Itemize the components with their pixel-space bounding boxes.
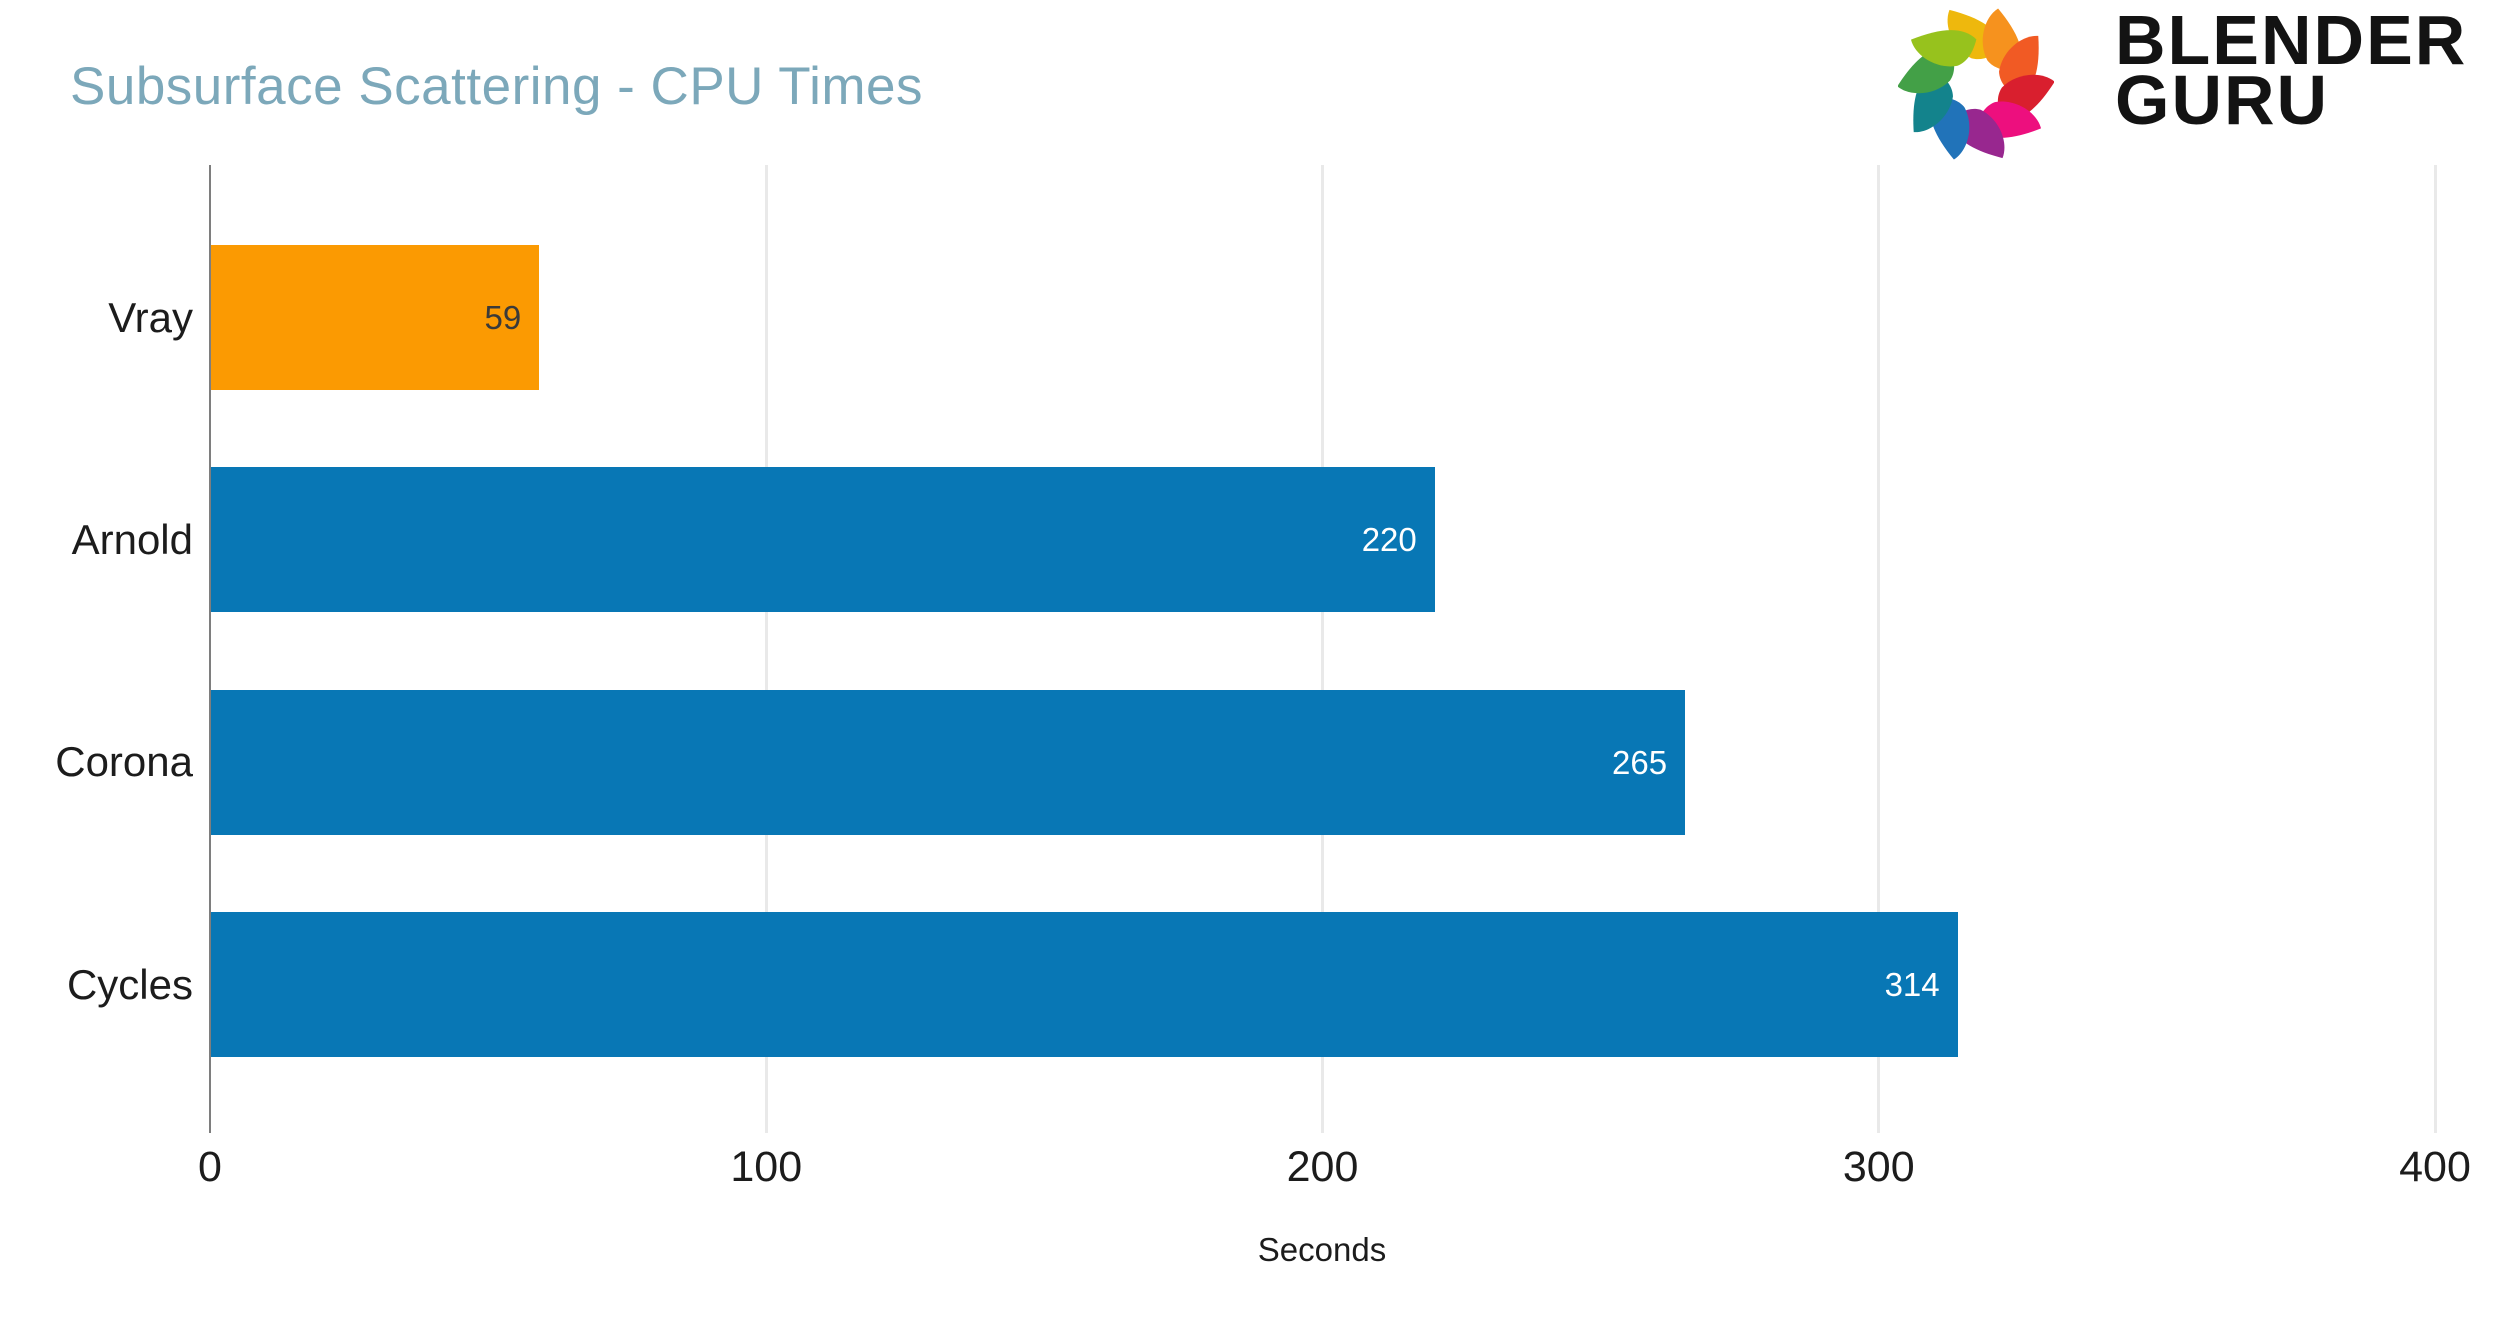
bar-value-cycles: 314 xyxy=(1884,966,1940,1004)
gridline-100 xyxy=(764,165,768,1133)
chart-title: Subsurface Scattering - CPU Times xyxy=(70,57,924,116)
category-label-vray: Vray xyxy=(108,293,193,341)
logo-line1: BLENDER xyxy=(2115,1,2468,79)
bar-value-arnold: 220 xyxy=(1361,521,1417,559)
tick-label-200: 200 xyxy=(1286,1143,1359,1191)
pinwheel-icon xyxy=(1898,8,2054,160)
bar-value-vray: 59 xyxy=(484,299,522,336)
gridline-200 xyxy=(1321,165,1324,1133)
logo-line2: GURU xyxy=(2115,61,2330,139)
bar-vray: 59 xyxy=(211,245,540,390)
tick-label-300: 300 xyxy=(1842,1143,1915,1191)
category-label-arnold: Arnold xyxy=(71,515,193,563)
category-label-corona: Corona xyxy=(55,738,193,786)
bar-arnold: 220 xyxy=(211,467,1435,613)
gridline-400 xyxy=(2433,165,2437,1133)
logo-text: BLENDER GURU xyxy=(2115,1,2468,139)
x-axis-label: Seconds xyxy=(1257,1231,1387,1268)
tick-label-100: 100 xyxy=(730,1143,803,1191)
pinwheel-petal-9 xyxy=(1910,30,1977,67)
bar-cycles: 314 xyxy=(211,912,1958,1058)
tick-label-400: 400 xyxy=(2399,1143,2471,1191)
bar-value-corona: 265 xyxy=(1612,743,1668,781)
tick-label-0: 0 xyxy=(198,1143,222,1191)
gridline-300 xyxy=(1877,165,1881,1133)
bar-corona: 265 xyxy=(211,689,1686,835)
y-axis-line xyxy=(209,165,211,1133)
category-label-cycles: Cycles xyxy=(66,960,193,1008)
